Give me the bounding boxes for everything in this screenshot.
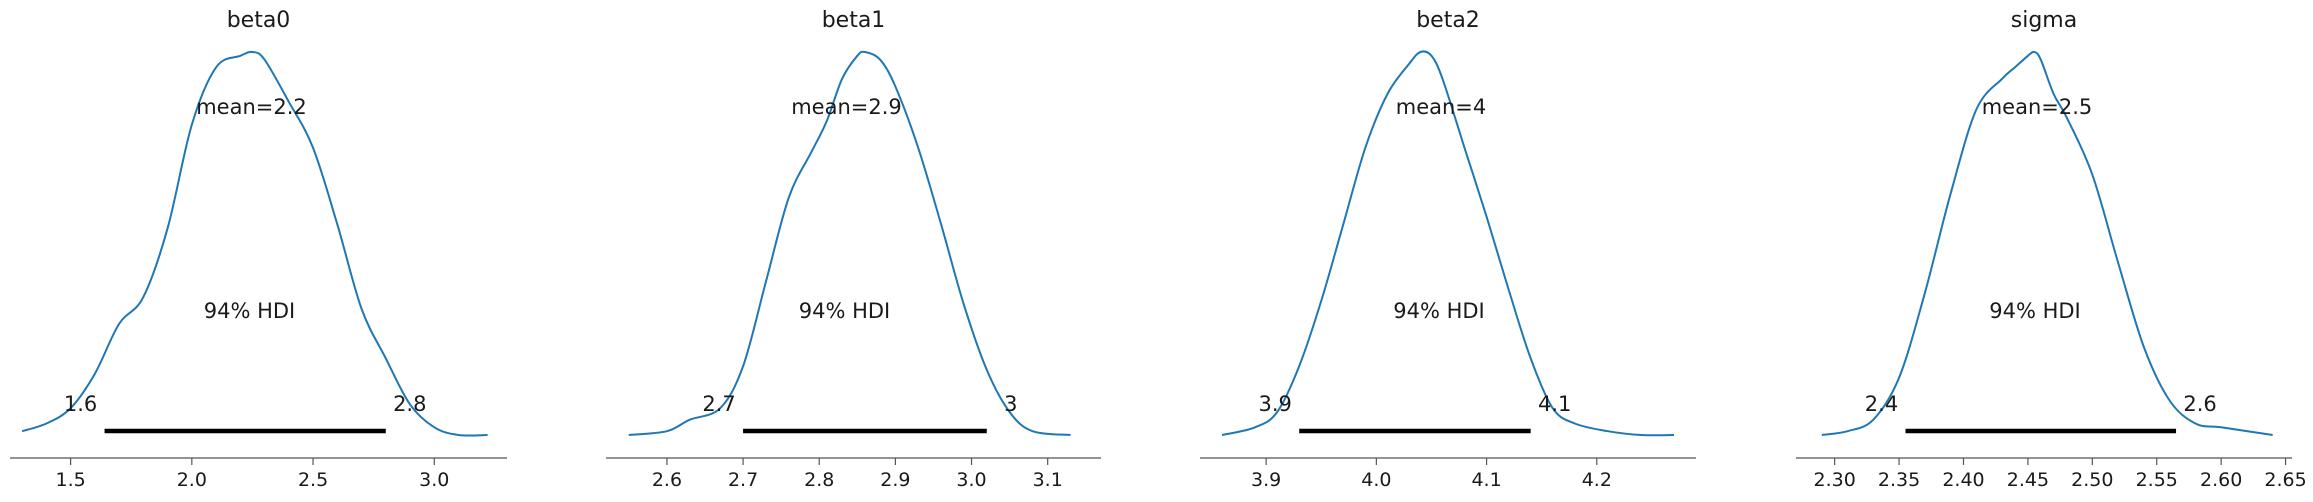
x-tick-label: 1.5 bbox=[56, 469, 86, 491]
x-tick-label: 3.0 bbox=[956, 469, 986, 491]
density-curve bbox=[1221, 50, 1675, 437]
panel-title: beta2 bbox=[1416, 8, 1480, 33]
panel-title: beta0 bbox=[227, 8, 291, 33]
x-tick-label: 2.55 bbox=[2136, 469, 2178, 491]
x-tick-label: 2.7 bbox=[728, 469, 758, 491]
density-curve bbox=[21, 50, 488, 437]
x-tick-label: 2.30 bbox=[1813, 469, 1855, 491]
x-tick-label: 2.65 bbox=[2264, 469, 2306, 491]
x-tick-label: 2.50 bbox=[2071, 469, 2113, 491]
hdi-lower-value: 2.4 bbox=[1865, 392, 1898, 416]
panel-title: sigma bbox=[2011, 8, 2077, 33]
x-tick-label: 2.0 bbox=[177, 469, 207, 491]
hdi-lower-value: 2.7 bbox=[702, 392, 735, 416]
x-tick-label: 2.60 bbox=[2200, 469, 2242, 491]
hdi-label: 94% HDI bbox=[1393, 299, 1485, 323]
density-curve bbox=[1821, 50, 2273, 436]
mean-label: mean=4 bbox=[1396, 95, 1487, 119]
hdi-label: 94% HDI bbox=[204, 299, 296, 323]
x-tick-label: 2.8 bbox=[804, 469, 834, 491]
hdi-upper-value: 3 bbox=[1004, 392, 1017, 416]
x-tick-label: 2.5 bbox=[298, 469, 328, 491]
x-tick-label: 4.2 bbox=[1582, 469, 1612, 491]
x-tick-label: 3.0 bbox=[419, 469, 449, 491]
x-tick-label: 2.35 bbox=[1878, 469, 1920, 491]
mean-label: mean=2.9 bbox=[791, 95, 902, 119]
x-tick-label: 2.45 bbox=[2007, 469, 2049, 491]
hdi-lower-value: 3.9 bbox=[1258, 392, 1291, 416]
hdi-lower-value: 1.6 bbox=[64, 392, 97, 416]
mean-label: mean=2.5 bbox=[1982, 95, 2093, 119]
x-tick-label: 3.9 bbox=[1251, 469, 1281, 491]
x-tick-label: 2.40 bbox=[1942, 469, 1984, 491]
x-tick-label: 4.1 bbox=[1471, 469, 1501, 491]
hdi-upper-value: 4.1 bbox=[1538, 392, 1571, 416]
hdi-label: 94% HDI bbox=[799, 299, 891, 323]
hdi-upper-value: 2.8 bbox=[393, 392, 426, 416]
panel-beta1: beta1 2.6 2.7 2.8 2.9 3.0 3.1 mean=2.9 94% HDI 2.… bbox=[606, 8, 1101, 491]
panel-beta2: beta2 3.9 4.0 4.1 4.2 mean=4 94% HDI 3.9 4.1 bbox=[1200, 8, 1696, 491]
panel-sigma: sigma 2.30 2.35 2.40 2.45 2.50 2.55 2.60 2.65 mea… bbox=[1796, 8, 2307, 491]
hdi-label: 94% HDI bbox=[1989, 299, 2081, 323]
x-tick-label: 2.9 bbox=[880, 469, 910, 491]
hdi-upper-value: 2.6 bbox=[2183, 392, 2216, 416]
panel-title: beta1 bbox=[822, 8, 886, 33]
mean-label: mean=2.2 bbox=[196, 95, 307, 119]
x-tick-label: 3.1 bbox=[1033, 469, 1063, 491]
density-curve bbox=[628, 50, 1071, 436]
x-tick-label: 4.0 bbox=[1361, 469, 1391, 491]
x-tick-label: 2.6 bbox=[652, 469, 682, 491]
panel-beta0: beta0 1.5 2.0 2.5 3.0 mean=2.2 94% HDI 1.6 2.8 bbox=[10, 8, 507, 491]
